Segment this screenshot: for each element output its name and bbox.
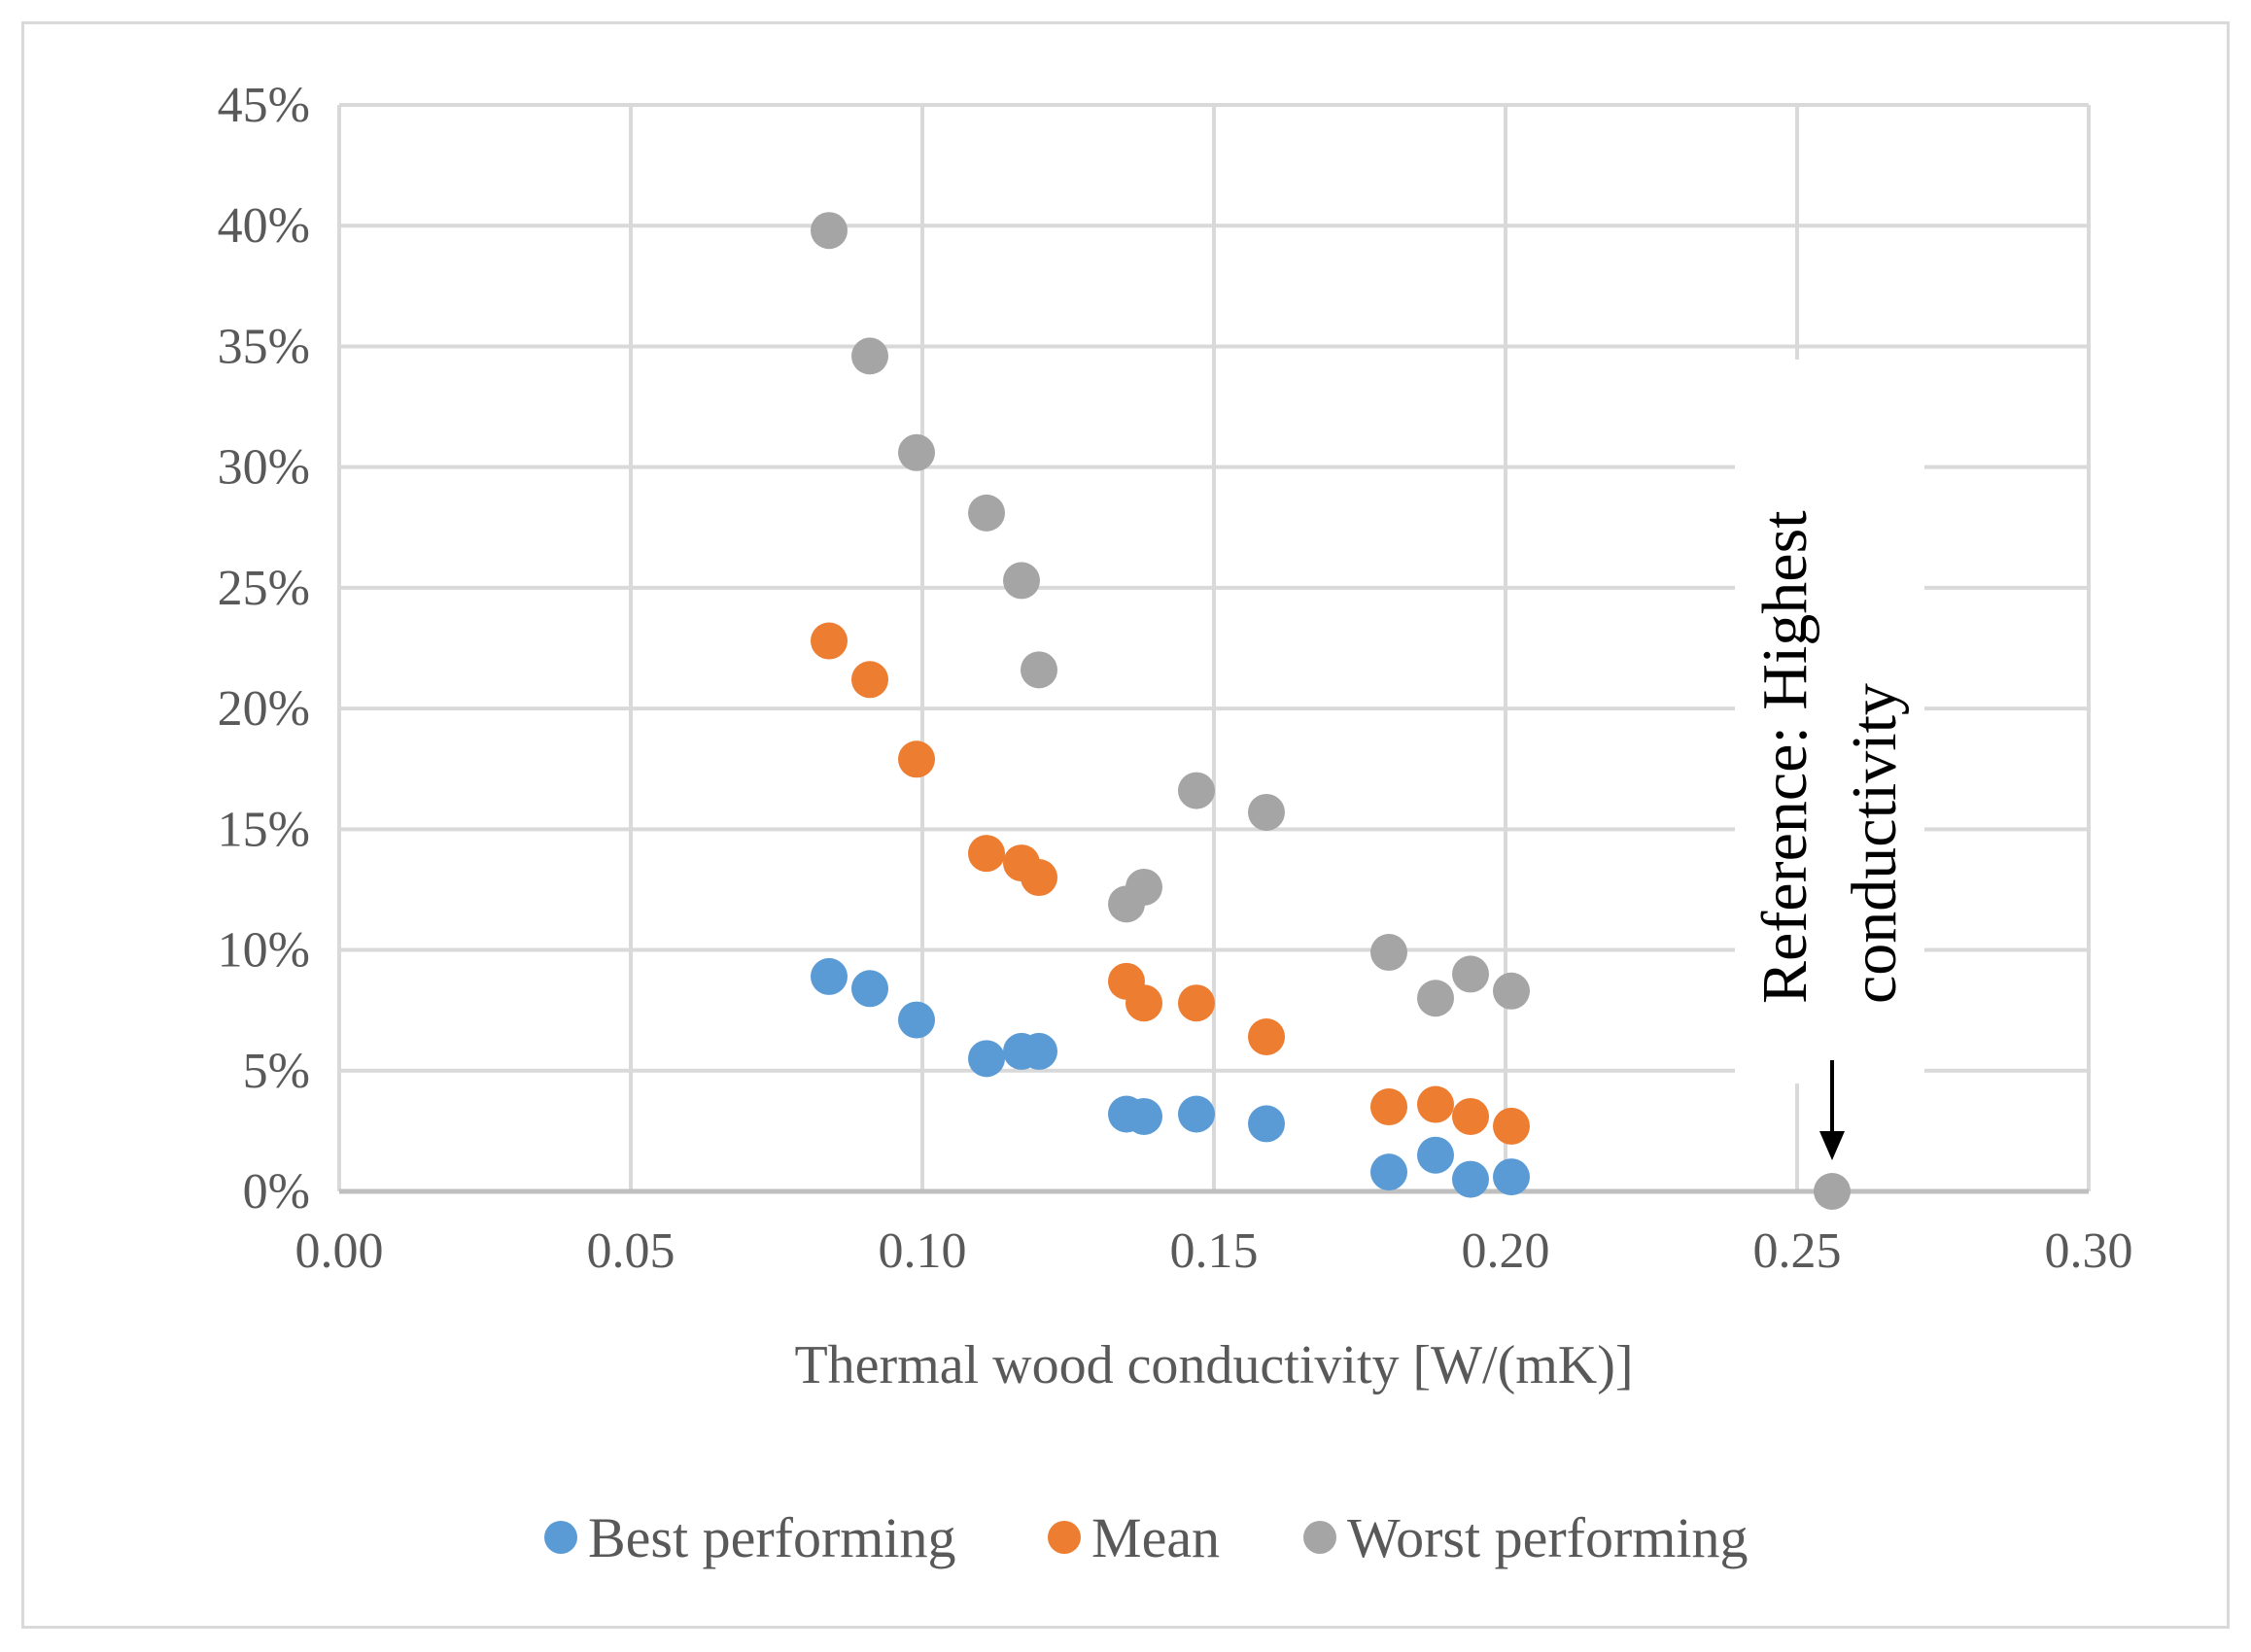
legend-marker [1048,1521,1081,1554]
data-point [1126,868,1162,906]
data-point [1178,1095,1215,1133]
data-point [1452,955,1489,993]
data-point [968,835,1005,873]
legend-item: Best performing [544,1506,956,1569]
data-point [1370,1153,1407,1191]
x-tick-label: 0.10 [879,1223,967,1279]
annotation-line-2: conductivity [1839,683,1910,1004]
x-tick-label: 0.20 [1462,1223,1550,1279]
legend: Best performing Mean Worst performing [544,1506,1749,1569]
x-tick-labels: 0.00 0.05 0.10 0.15 0.20 0.25 0.30 [295,1223,2133,1279]
data-point [1452,1097,1489,1135]
data-point [1452,1160,1489,1198]
data-point [968,1040,1005,1078]
data-point [1021,859,1057,897]
data-point [1370,934,1407,972]
data-point [1178,772,1215,809]
data-points [811,212,1851,1210]
data-point [968,494,1005,532]
annotation-arrow-head [1819,1131,1845,1160]
legend-label: Worst performing [1347,1506,1749,1569]
legend-marker [1303,1521,1336,1554]
y-tick-label: 5% [243,1044,310,1099]
annotation-line-1: Reference: Highest [1749,510,1820,1004]
legend-item: Mean [1048,1506,1220,1569]
legend-label: Best performing [588,1506,956,1569]
x-tick-label: 0.00 [295,1223,384,1279]
data-point [1248,1105,1285,1143]
data-point [898,1001,935,1039]
x-tick-label: 0.25 [1753,1223,1842,1279]
y-tick-label: 35% [218,319,310,374]
y-tick-label: 0% [243,1164,310,1220]
data-point [1021,651,1057,689]
data-point [1178,984,1215,1022]
legend-marker [544,1521,577,1554]
data-point [1248,793,1285,831]
data-point [1126,1097,1162,1135]
reference-annotation: Reference: Highest conductivity [1735,360,1924,1160]
y-tick-label: 45% [218,78,310,133]
series-best-performing [811,957,1530,1198]
data-point [1417,1085,1454,1123]
x-axis-title: Thermal wood conductivity [W/(mK)] [794,1335,1633,1395]
data-point [811,212,848,250]
data-point [1493,972,1530,1010]
data-point [898,740,935,778]
data-point [811,957,848,995]
chart-frame: 0% 5% 10% 15% 20% 25% 30% 35% 40% 45% 0.00 0.05 0.1… [21,21,2230,1629]
x-tick-label: 0.15 [1170,1223,1259,1279]
data-point [1370,1088,1407,1126]
x-tick-label: 0.05 [587,1223,675,1279]
annotation-background [1735,360,1924,1084]
y-tick-label: 15% [218,802,310,857]
data-point [1248,1017,1285,1055]
data-point [1021,1032,1057,1070]
grid-lines [337,103,2091,1191]
data-point [811,622,848,660]
data-point [1003,562,1040,600]
reference-point [1814,1173,1851,1210]
y-tick-label: 30% [218,440,310,496]
y-tick-labels: 0% 5% 10% 15% 20% 25% 30% 35% 40% 45% [218,78,310,1220]
legend-label: Mean [1091,1506,1220,1569]
data-point [1417,1136,1454,1174]
x-tick-label: 0.30 [2045,1223,2133,1279]
data-point [1493,1158,1530,1196]
data-point [851,661,888,699]
legend-item: Worst performing [1303,1506,1749,1569]
data-point [1493,1107,1530,1145]
y-tick-label: 20% [218,681,310,737]
scatter-chart: 0% 5% 10% 15% 20% 25% 30% 35% 40% 45% 0.00 0.05 0.1… [218,78,2133,1569]
data-point [851,337,888,375]
series-mean [811,622,1530,1145]
series-worst-performing [811,212,1530,1017]
data-point [1126,984,1162,1022]
y-tick-label: 40% [218,198,310,254]
data-point [898,433,935,471]
y-tick-label: 10% [218,923,310,979]
data-point [851,970,888,1008]
y-tick-label: 25% [218,561,310,616]
data-point [1417,980,1454,1017]
